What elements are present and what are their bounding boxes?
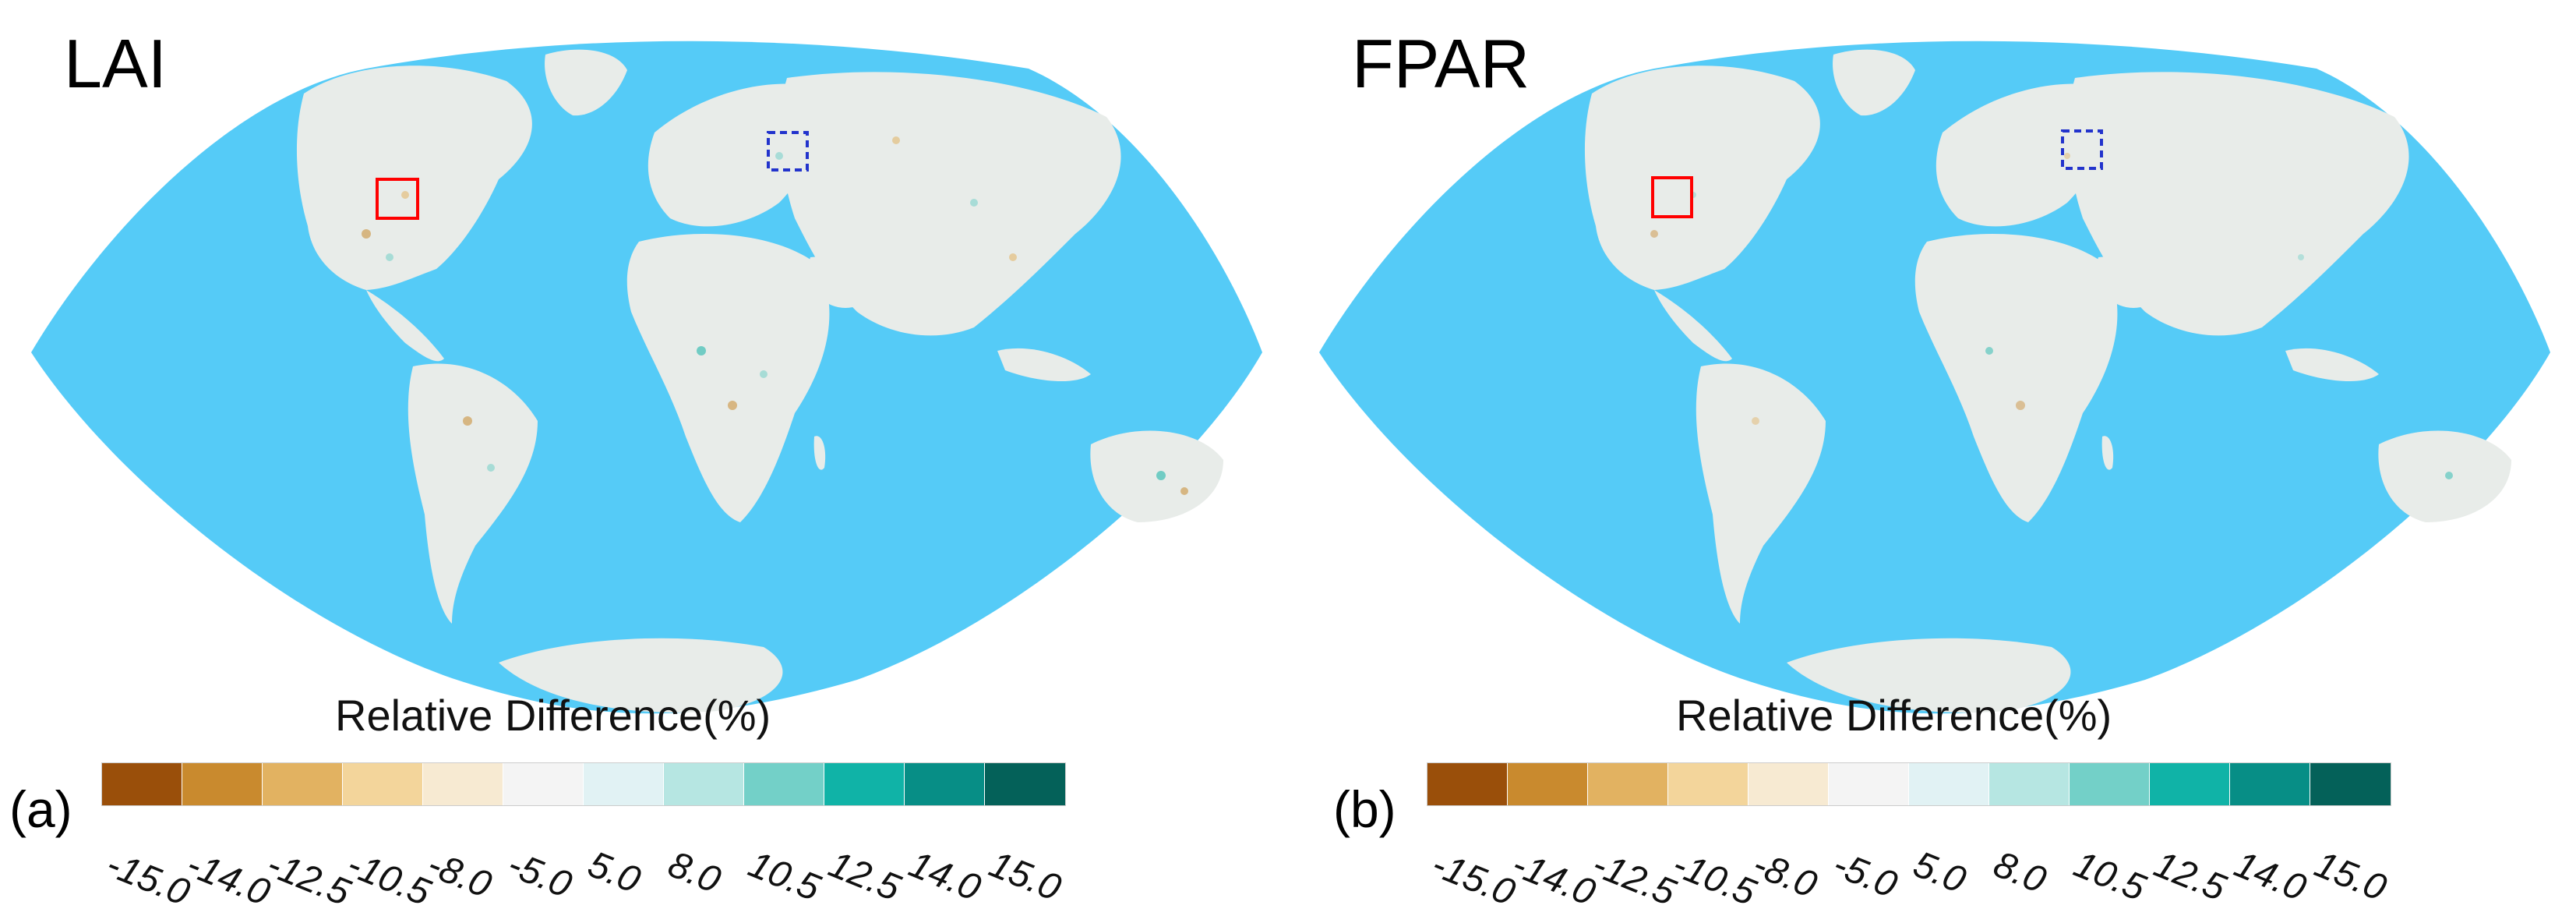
panel-fpar: FPAR Relative Difference(%) (b) -15.0 -14… xyxy=(1288,0,2576,923)
colorbar-swatch xyxy=(1427,763,1508,805)
colorbar-swatch xyxy=(985,763,1065,805)
difference-texture xyxy=(1650,153,2453,479)
greenland xyxy=(545,49,627,116)
colorbar-swatch xyxy=(1588,763,1668,805)
colorbar-swatch xyxy=(744,763,824,805)
colorbar xyxy=(101,762,1066,806)
arabia xyxy=(809,256,873,308)
panel-lai: LAI Relative Difference(%) (a) -15.0 -14.… xyxy=(9,25,1262,914)
fpar-world-map xyxy=(1319,41,2550,714)
asia xyxy=(2068,72,2409,336)
colorbar-swatch xyxy=(824,763,905,805)
greenland xyxy=(1833,49,1915,116)
blue-region-box xyxy=(2061,129,2103,170)
madagascar xyxy=(2101,436,2114,470)
colorbar-swatch xyxy=(1829,763,1909,805)
colorbar-swatch xyxy=(263,763,343,805)
panel-title: LAI xyxy=(64,25,168,102)
colorbar-swatch xyxy=(1668,763,1749,805)
difference-texture xyxy=(362,136,1188,495)
blue-region-box xyxy=(767,131,809,172)
arabia xyxy=(2097,256,2161,308)
red-region-box xyxy=(376,178,419,220)
colorbar-swatch xyxy=(584,763,664,805)
europe xyxy=(1936,83,2105,227)
panel-label: (b) xyxy=(1333,780,1396,838)
central-america xyxy=(366,290,444,362)
legend-title: Relative Difference(%) xyxy=(1676,691,2112,740)
colorbar-swatch xyxy=(503,763,584,805)
land-masses xyxy=(1584,49,2511,713)
colorbar-swatch xyxy=(664,763,744,805)
colorbar-swatch xyxy=(2070,763,2150,805)
central-america xyxy=(1654,290,1732,362)
colorbar-swatch xyxy=(2230,763,2310,805)
africa xyxy=(1914,234,2118,522)
south-america xyxy=(1696,363,1826,624)
colorbar-swatch xyxy=(1749,763,1829,805)
colorbar-swatch xyxy=(1508,763,1588,805)
colorbar-swatch xyxy=(343,763,423,805)
southeast-asia-islands xyxy=(2285,348,2379,382)
legend-title: Relative Difference(%) xyxy=(335,691,771,740)
colorbar-swatch xyxy=(905,763,985,805)
colorbar xyxy=(1427,762,2391,806)
colorbar-swatch xyxy=(102,763,182,805)
colorbar-swatch xyxy=(2310,763,2391,805)
southeast-asia-islands xyxy=(997,348,1091,382)
red-region-box xyxy=(1651,176,1693,218)
africa xyxy=(626,234,830,522)
europe xyxy=(648,83,817,227)
land-masses xyxy=(296,49,1223,713)
australia xyxy=(2378,430,2511,522)
panel-title: FPAR xyxy=(1352,25,1530,102)
colorbar-swatch xyxy=(182,763,263,805)
lai-world-map xyxy=(31,41,1262,714)
madagascar xyxy=(813,436,826,470)
antarctica xyxy=(499,638,783,713)
south-america xyxy=(408,363,538,624)
north-america xyxy=(1584,65,1820,290)
colorbar-swatch xyxy=(1909,763,1989,805)
antarctica xyxy=(1787,638,2071,713)
colorbar-swatch xyxy=(423,763,503,805)
colorbar-swatch xyxy=(1989,763,2070,805)
panel-label: (a) xyxy=(9,780,72,838)
colorbar-swatch xyxy=(2150,763,2230,805)
asia xyxy=(780,72,1121,336)
